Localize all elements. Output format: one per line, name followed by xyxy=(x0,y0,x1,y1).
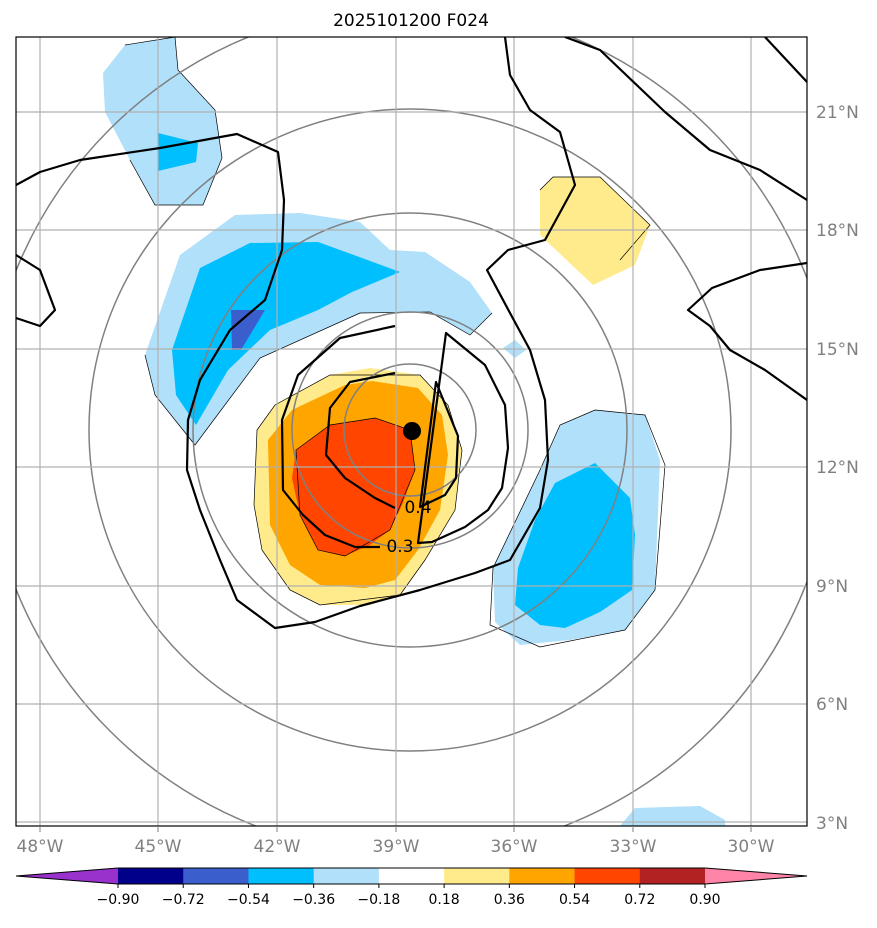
map-area: 0.4 0.3 xyxy=(16,37,807,826)
contour-ne-1 xyxy=(564,37,807,201)
contour-nw-corner xyxy=(16,254,57,328)
shade-pos-yellow-ne xyxy=(540,177,650,285)
colorbar-segment xyxy=(183,868,249,884)
contour-ne-2 xyxy=(764,37,807,83)
colorbar-segment xyxy=(639,868,706,884)
shade-neg-mid-e xyxy=(515,463,635,628)
x-tick-label: 36°W xyxy=(491,837,538,857)
y-tick-label: 15°N xyxy=(816,340,859,360)
colorbar-tick-label: 0.54 xyxy=(559,892,590,908)
colorbar-segment xyxy=(313,868,380,884)
distance-rings xyxy=(16,37,807,826)
colorbar-tick-label: −0.54 xyxy=(227,892,270,908)
map-frame xyxy=(15,36,808,827)
contour-e xyxy=(686,261,807,401)
y-tick-label: 9°N xyxy=(816,577,848,597)
colorbar-tick-label: 0.72 xyxy=(624,892,655,908)
contour-label-0.3: 0.3 xyxy=(386,537,413,557)
colorbar-segment xyxy=(248,868,315,884)
colorbar-segment xyxy=(378,868,445,884)
contour-lines xyxy=(16,37,807,630)
x-tick-label: 42°W xyxy=(254,837,301,857)
contour-inner-04 xyxy=(324,371,460,509)
storm-center-marker xyxy=(403,422,421,440)
colorbar-segment xyxy=(444,868,510,884)
colorbar-tick-label: −0.90 xyxy=(97,892,140,908)
colorbar-extend-high xyxy=(705,868,807,884)
negative-shading xyxy=(103,37,725,826)
tick-marks xyxy=(39,826,752,832)
colorbar-tick-label: 0.18 xyxy=(429,892,460,908)
x-tick-label: 33°W xyxy=(610,837,657,857)
y-tick-label: 18°N xyxy=(816,221,859,241)
shade-neg-dark-w xyxy=(231,310,265,350)
shade-pos-red xyxy=(292,418,415,556)
y-tick-label: 3°N xyxy=(816,814,848,834)
colorbar-segment xyxy=(118,868,184,884)
y-axis-labels: 21°N 18°N 15°N 12°N 9°N 6°N 3°N xyxy=(816,103,859,834)
colorbar-tick-label: 0.36 xyxy=(494,892,525,908)
shade-neg-light-s xyxy=(620,806,725,826)
colorbar-tick-label: −0.72 xyxy=(162,892,205,908)
x-tick-label: 30°W xyxy=(728,837,775,857)
x-tick-label: 45°W xyxy=(135,837,182,857)
contour-label-0.4: 0.4 xyxy=(404,498,431,518)
colorbar-segment xyxy=(574,868,641,884)
x-tick-label: 39°W xyxy=(373,837,420,857)
colorbar-tick-label: 0.90 xyxy=(689,892,720,908)
colorbar-tick-label: −0.36 xyxy=(292,892,335,908)
contour-outer-loop xyxy=(16,37,577,630)
y-tick-label: 6°N xyxy=(816,695,848,715)
y-tick-label: 12°N xyxy=(816,458,859,478)
contour-03 xyxy=(280,324,510,549)
colorbar-extend-low xyxy=(16,868,118,884)
colorbar-tick-label: −0.18 xyxy=(357,892,400,908)
gridlines xyxy=(16,37,807,826)
colorbar-segment xyxy=(509,868,576,884)
x-tick-label: 48°W xyxy=(17,837,64,857)
y-tick-label: 21°N xyxy=(816,103,859,123)
colorbar: −0.90 −0.72 −0.54 −0.36 −0.18 0.18 0.36 0.54 0.7… xyxy=(15,867,808,908)
shade-neg-light-nw xyxy=(103,37,222,205)
chart-title: 2025101200 F024 xyxy=(333,11,489,31)
shade-neg-mid-w xyxy=(172,242,400,425)
x-axis-labels: 48°W 45°W 42°W 39°W 36°W 33°W 30°W xyxy=(17,837,775,857)
